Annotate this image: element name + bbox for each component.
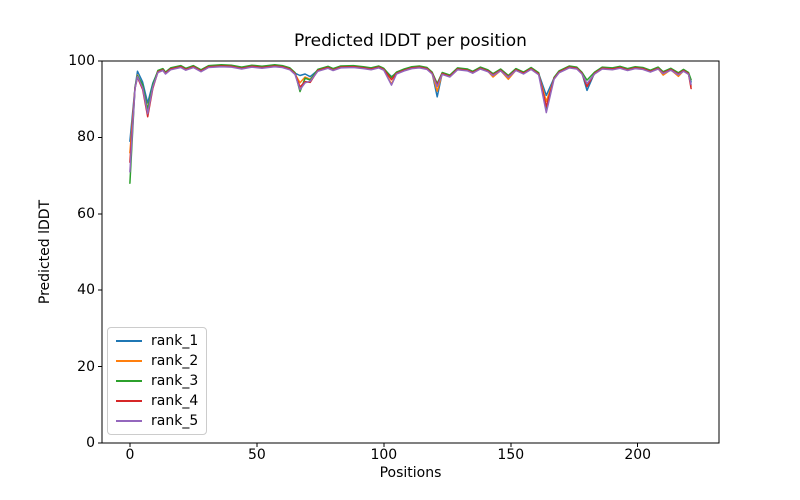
- legend-entry: rank_5: [116, 413, 198, 429]
- legend-line-sample: [116, 340, 142, 342]
- y-tick-label: 100: [68, 53, 95, 69]
- legend-label: rank_4: [151, 393, 199, 409]
- legend-entry: rank_3: [116, 373, 198, 389]
- y-tick-label: 60: [77, 205, 95, 222]
- legend-line-sample: [116, 420, 142, 422]
- y-tick-label: 20: [77, 358, 95, 375]
- legend-line-sample: [116, 360, 142, 362]
- x-axis-label: Positions: [379, 465, 442, 481]
- legend-entry: rank_2: [116, 353, 198, 369]
- x-tick-label: 50: [247, 447, 266, 463]
- legend-entry: rank_1: [116, 333, 198, 349]
- legend: rank_1 rank_2 rank_3 rank_4 rank_5: [107, 327, 208, 435]
- series-line-rank_2: [129, 65, 692, 154]
- axes-spines: [101, 60, 720, 444]
- legend-entry: rank_4: [116, 393, 198, 409]
- x-tick-label: 150: [497, 447, 525, 463]
- legend-label: rank_3: [151, 373, 199, 389]
- legend-label: rank_5: [151, 413, 199, 429]
- y-tick-label: 80: [77, 129, 95, 146]
- legend-line-sample: [116, 380, 142, 382]
- x-tick-label: 100: [370, 447, 398, 463]
- y-tick-label: 0: [86, 435, 95, 451]
- series-line-rank_3: [129, 64, 692, 184]
- y-tick-label: 40: [77, 282, 95, 299]
- legend-label: rank_1: [151, 333, 199, 349]
- series-line-rank_4: [129, 65, 692, 163]
- x-tick-label: 200: [624, 447, 652, 463]
- legend-label: rank_2: [151, 353, 199, 369]
- x-tick-label: 0: [125, 447, 135, 463]
- legend-line-sample: [116, 400, 142, 402]
- series-line-rank_5: [129, 65, 692, 173]
- chart-title: Predicted lDDT per position: [294, 31, 527, 51]
- series-line-rank_1: [129, 64, 692, 142]
- y-axis-label: Predicted lDDT: [37, 199, 53, 305]
